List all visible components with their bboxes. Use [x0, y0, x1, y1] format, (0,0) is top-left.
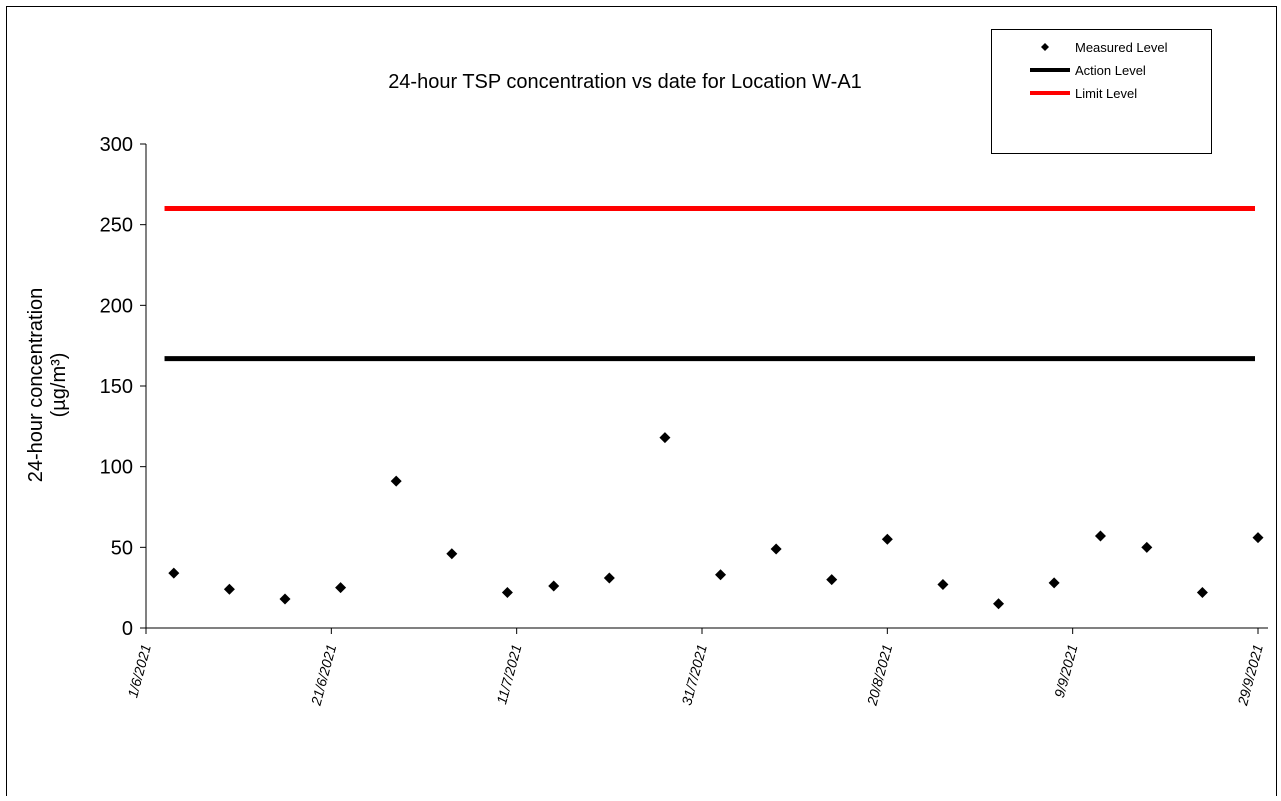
- y-tick-label: 0: [122, 618, 133, 640]
- y-axis-label: 24-hour concentration (µg/m³): [25, 288, 70, 483]
- data-point: [659, 432, 671, 444]
- level-lines: [164, 206, 1255, 362]
- data-point: [168, 567, 180, 579]
- data-point: [826, 574, 838, 586]
- data-point: [715, 569, 727, 581]
- y-tick-label: 50: [111, 537, 133, 559]
- data-point: [390, 475, 402, 487]
- chart-title: 24-hour TSP concentration vs date for Lo…: [388, 71, 862, 93]
- legend-items: Measured Level Action Level Limit Level: [1030, 40, 1168, 101]
- data-point: [1094, 530, 1106, 542]
- legend-marker-measured-level: [1041, 43, 1049, 51]
- data-point: [1048, 577, 1060, 589]
- legend-box: [991, 29, 1212, 154]
- data-point: [279, 593, 291, 605]
- data-point: [603, 572, 615, 584]
- legend-label-action-level: Action Level: [1075, 63, 1146, 78]
- y-tick-label: 300: [100, 134, 133, 156]
- data-point: [223, 583, 235, 595]
- data-point: [446, 548, 458, 560]
- data-point: [1196, 587, 1208, 599]
- data-point: [937, 578, 949, 590]
- y-tick-label: 250: [100, 215, 133, 237]
- y-tick-label: 150: [100, 376, 133, 398]
- legend: Measured Level Action Level Limit Level: [991, 29, 1212, 154]
- y-axis-ticks: 0 50 100 150 200 250 300: [100, 134, 146, 640]
- data-point: [881, 533, 893, 545]
- data-point: [548, 580, 560, 592]
- measured-points: [168, 432, 1264, 610]
- data-point: [335, 582, 347, 594]
- data-point: [1252, 532, 1264, 544]
- legend-label-limit-level: Limit Level: [1075, 86, 1137, 101]
- y-tick-label: 200: [100, 295, 133, 317]
- legend-label-measured-level: Measured Level: [1075, 40, 1168, 55]
- data-point: [993, 598, 1005, 610]
- y-axis-label-line1: 24-hour concentration: [25, 288, 47, 483]
- y-tick-label: 100: [100, 457, 133, 479]
- y-axis-label-line2: (µg/m³): [48, 353, 70, 418]
- data-point: [770, 543, 782, 555]
- data-point: [1141, 541, 1153, 553]
- data-point: [501, 587, 513, 599]
